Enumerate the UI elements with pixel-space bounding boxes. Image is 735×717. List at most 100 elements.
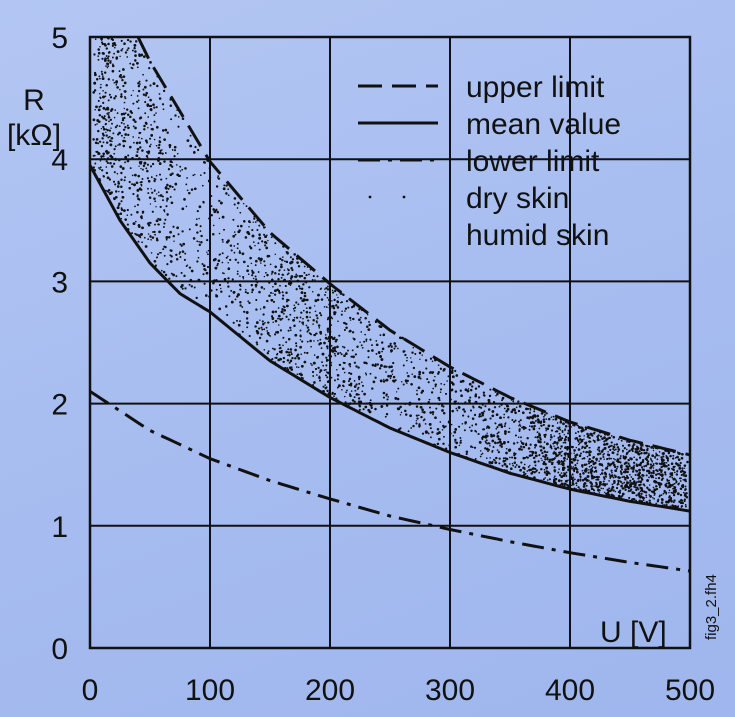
- scatter-point: [466, 389, 470, 393]
- scatter-point: [102, 101, 105, 104]
- scatter-point: [387, 374, 390, 378]
- scatter-point: [153, 106, 156, 109]
- scatter-point: [326, 297, 329, 299]
- scatter-point: [585, 484, 588, 487]
- scatter-point: [665, 482, 668, 485]
- scatter-point: [333, 346, 337, 349]
- scatter-point: [330, 361, 333, 364]
- scatter-point: [496, 432, 499, 435]
- scatter-point: [396, 407, 400, 411]
- scatter-point: [665, 492, 668, 495]
- scatter-point: [471, 417, 475, 420]
- scatter-point: [510, 410, 514, 414]
- scatter-point: [632, 443, 636, 446]
- scatter-point: [327, 330, 329, 333]
- scatter-point: [521, 411, 525, 415]
- scatter-point: [357, 366, 360, 369]
- scatter-point: [573, 449, 576, 452]
- scatter-point: [508, 427, 511, 430]
- scatter-point: [127, 154, 130, 157]
- scatter-point: [239, 301, 242, 304]
- scatter-point: [630, 476, 633, 478]
- scatter-point: [438, 431, 441, 434]
- scatter-point: [512, 464, 515, 467]
- scatter-point: [190, 285, 193, 288]
- scatter-point: [615, 443, 619, 446]
- scatter-point: [123, 123, 125, 125]
- scatter-point: [329, 355, 333, 358]
- scatter-point: [377, 351, 381, 354]
- scatter-point: [590, 468, 593, 471]
- scatter-point: [299, 339, 302, 341]
- scatter-point: [262, 322, 265, 325]
- scatter-point: [340, 301, 343, 304]
- scatter-point: [597, 476, 600, 478]
- scatter-point: [532, 421, 535, 424]
- scatter-point: [328, 303, 331, 306]
- scatter-point: [145, 91, 148, 95]
- scatter-point: [275, 356, 278, 359]
- scatter-point: [254, 264, 257, 266]
- scatter-point: [577, 486, 580, 489]
- scatter-point: [448, 444, 451, 447]
- scatter-point: [429, 436, 432, 439]
- scatter-point: [300, 353, 302, 355]
- scatter-point: [599, 481, 602, 484]
- scatter-point: [269, 335, 272, 337]
- scatter-point: [684, 489, 687, 491]
- scatter-point: [649, 463, 652, 466]
- scatter-point: [544, 453, 548, 457]
- scatter-point: [633, 498, 636, 501]
- scatter-point: [283, 308, 287, 312]
- scatter-point: [556, 422, 559, 424]
- scatter-point: [602, 448, 605, 451]
- scatter-point: [289, 284, 292, 286]
- scatter-point: [523, 425, 525, 428]
- scatter-point: [96, 119, 100, 122]
- scatter-point: [164, 128, 168, 132]
- scatter-point: [138, 157, 141, 160]
- scatter-point: [564, 446, 567, 449]
- scatter-point: [568, 430, 570, 432]
- scatter-point: [138, 187, 142, 191]
- scatter-point: [282, 336, 285, 339]
- scatter-point: [266, 299, 269, 303]
- scatter-point: [545, 429, 547, 432]
- scatter-point: [650, 471, 653, 475]
- scatter-point: [109, 139, 112, 143]
- scatter-point: [627, 459, 630, 462]
- scatter-point: [547, 479, 549, 481]
- scatter-point: [655, 452, 657, 455]
- scatter-point: [595, 478, 598, 481]
- scatter-point: [124, 51, 128, 54]
- scatter-point: [557, 460, 561, 463]
- scatter-point: [218, 307, 222, 311]
- scatter-point: [581, 479, 585, 482]
- scatter-point: [300, 287, 304, 290]
- scatter-point: [324, 384, 326, 386]
- scatter-point: [585, 463, 588, 466]
- scatter-point: [138, 225, 141, 229]
- scatter-point: [672, 454, 675, 457]
- scatter-point: [675, 479, 677, 482]
- scatter-point: [362, 408, 365, 411]
- scatter-point: [203, 282, 206, 285]
- scatter-point: [158, 97, 162, 100]
- scatter-point: [678, 464, 681, 467]
- scatter-point: [594, 466, 597, 469]
- scatter-point: [166, 200, 168, 202]
- scatter-point: [517, 436, 520, 438]
- scatter-point: [149, 98, 152, 102]
- scatter-point: [160, 269, 163, 272]
- scatter-point: [450, 389, 453, 392]
- scatter-point: [497, 438, 500, 441]
- scatter-point: [166, 183, 169, 187]
- scatter-point: [385, 404, 389, 407]
- scatter-point: [213, 279, 216, 281]
- scatter-point: [534, 420, 537, 422]
- scatter-point: [256, 228, 259, 232]
- scatter-point: [132, 125, 135, 128]
- scatter-point: [617, 450, 619, 453]
- scatter-point: [348, 377, 352, 381]
- scatter-point: [399, 427, 402, 430]
